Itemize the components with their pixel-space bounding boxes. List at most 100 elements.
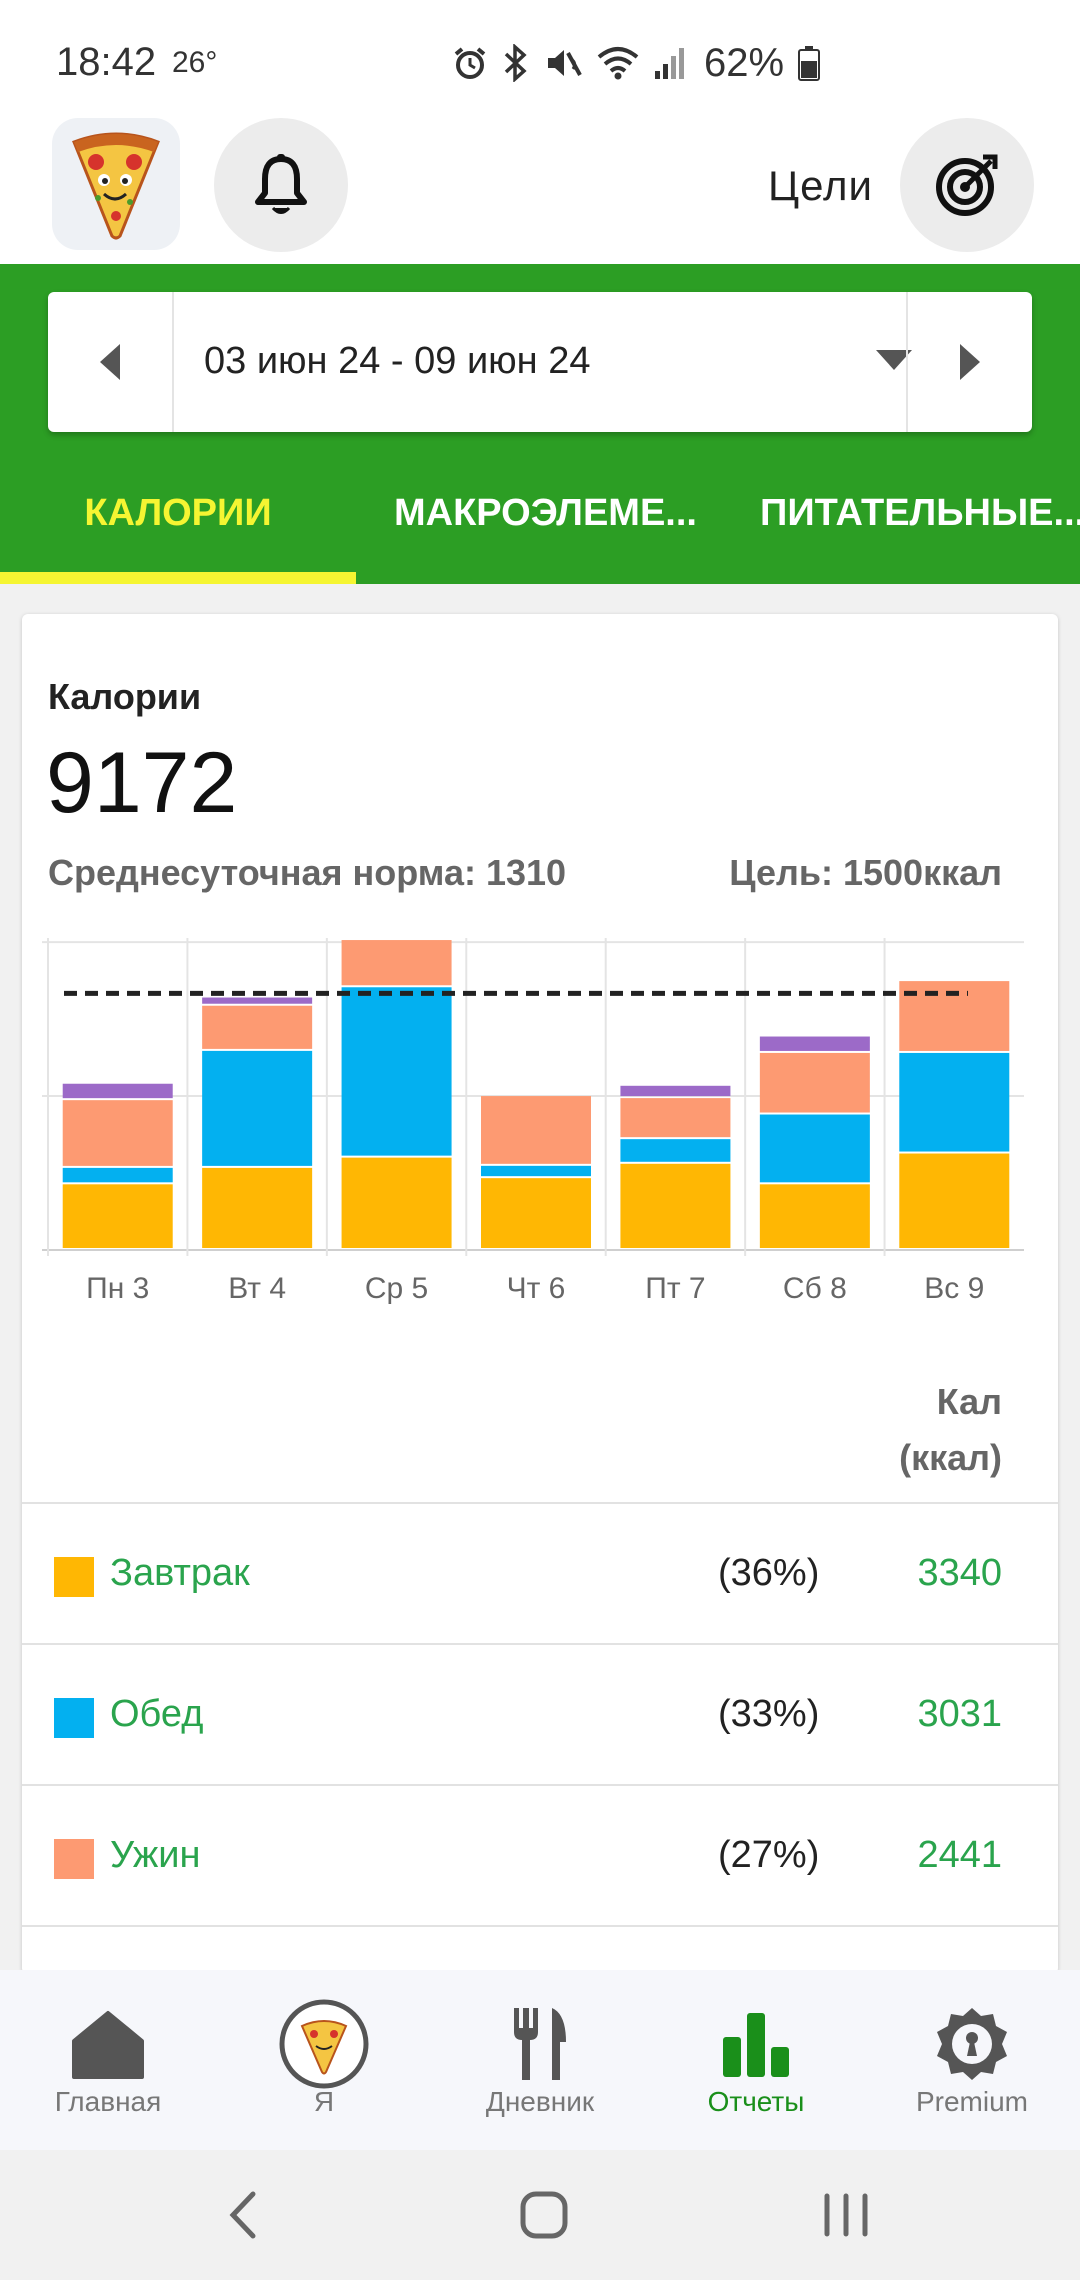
bar-segment bbox=[341, 987, 452, 1156]
date-range-text[interactable]: 03 июн 24 - 09 июн 24 bbox=[204, 340, 591, 382]
mute-icon bbox=[548, 50, 582, 76]
meal-calories: 2441 bbox=[917, 1834, 1002, 1876]
notifications-button[interactable] bbox=[214, 118, 348, 252]
nav-profile[interactable]: Я bbox=[216, 1970, 432, 2150]
wifi-icon bbox=[597, 47, 639, 80]
nav-reports[interactable]: Отчеты bbox=[648, 1970, 864, 2150]
report-tabs: КАЛОРИИ МАКРОЭЛЕМЕ... ПИТАТЕЛЬНЫЕ... bbox=[0, 460, 1080, 584]
bar-segment bbox=[202, 1167, 313, 1248]
status-temperature: 26° bbox=[172, 46, 218, 79]
bell-icon bbox=[255, 154, 307, 214]
profile-avatar-icon bbox=[279, 1999, 369, 2089]
tab-nutrients[interactable]: ПИТАТЕЛЬНЫЕ... bbox=[760, 492, 1080, 534]
x-tick-label: Чт 6 bbox=[507, 1272, 566, 1305]
goals-button[interactable] bbox=[900, 118, 1034, 252]
nav-premium-label: Premium bbox=[915, 2086, 1028, 2117]
bar-segment bbox=[620, 1085, 731, 1097]
lunch-color-swatch bbox=[54, 1698, 94, 1738]
battery-icon bbox=[798, 46, 821, 81]
bar-segment bbox=[759, 1184, 870, 1248]
recents-icon bbox=[824, 2193, 868, 2237]
status-time: 18:42 bbox=[56, 40, 157, 84]
nav-home-label: Главная bbox=[54, 2086, 162, 2117]
table-row-breakfast[interactable]: Завтрак (36%) 3340 bbox=[22, 1502, 1058, 1643]
x-tick-label: Сб 8 bbox=[783, 1272, 847, 1305]
bottom-navigation: Главная Я Дневник bbox=[0, 1970, 1080, 2150]
daily-average: Среднесуточная норма: 1310 bbox=[48, 852, 567, 893]
table-row-lunch[interactable]: Обед (33%) 3031 bbox=[22, 1643, 1058, 1784]
tab-calories-label: КАЛОРИИ bbox=[84, 492, 272, 534]
meal-percent: (33%) bbox=[718, 1693, 820, 1735]
bar-segment bbox=[62, 1184, 173, 1248]
bluetooth-icon bbox=[504, 44, 527, 82]
calories-column-header: Кал (ккал) bbox=[899, 1374, 1002, 1486]
meal-percent: (27%) bbox=[718, 1834, 820, 1876]
pizza-logo-icon[interactable] bbox=[52, 118, 180, 250]
home-system-button[interactable] bbox=[504, 2180, 584, 2250]
bar-segment bbox=[341, 940, 452, 986]
nav-premium[interactable]: Premium bbox=[864, 1970, 1080, 2150]
calorie-goal: Цель: 1500ккал bbox=[729, 852, 1002, 893]
premium-badge-icon bbox=[937, 2008, 1007, 2080]
meal-name: Обед bbox=[110, 1693, 204, 1735]
column-header-line2: (ккал) bbox=[899, 1437, 1002, 1478]
calories-bar-chart: Пн 3 Вт 4 Ср 5 Чт 6 Пт 7 Сб 8 Вс 9 bbox=[42, 938, 1024, 1305]
x-tick-label: Ср 5 bbox=[365, 1272, 428, 1305]
dinner-color-swatch bbox=[54, 1839, 94, 1879]
next-period-button[interactable] bbox=[906, 292, 1032, 432]
battery-percent: 62% bbox=[704, 40, 785, 85]
column-header-line1: Кал bbox=[936, 1381, 1002, 1422]
meal-percent: (36%) bbox=[718, 1552, 820, 1594]
meal-name: Завтрак bbox=[110, 1552, 250, 1594]
bar-segment bbox=[202, 1050, 313, 1166]
bar-segment bbox=[481, 1096, 591, 1164]
alarm-icon bbox=[454, 47, 486, 79]
bar-segment bbox=[62, 1100, 173, 1166]
fork-knife-icon bbox=[514, 2008, 566, 2080]
total-calories: 9172 bbox=[46, 735, 238, 831]
meal-breakdown-table: Завтрак (36%) 3340 Обед (33%) 3031 Ужин … bbox=[22, 1502, 1058, 1974]
status-bar: 18:42 26° 62% bbox=[0, 0, 1080, 118]
tab-calories[interactable]: КАЛОРИИ bbox=[0, 460, 356, 584]
previous-period-button[interactable] bbox=[48, 292, 174, 432]
bar-segment bbox=[620, 1163, 731, 1248]
nav-diary-label: Дневник bbox=[485, 2086, 595, 2117]
bar-segment bbox=[759, 1036, 870, 1051]
bar-segment bbox=[202, 1005, 313, 1049]
recents-button[interactable] bbox=[806, 2180, 886, 2250]
bar-segment bbox=[899, 1052, 1010, 1152]
bar-segment bbox=[341, 1157, 452, 1248]
bar-segment bbox=[481, 1178, 591, 1248]
bar-segment bbox=[62, 1083, 173, 1099]
calories-report-card: Калории 9172 Среднесуточная норма: 1310 … bbox=[22, 614, 1058, 1974]
signal-icon bbox=[655, 48, 684, 79]
tab-macronutrients[interactable]: МАКРОЭЛЕМЕ... bbox=[394, 492, 697, 534]
breakfast-color-swatch bbox=[54, 1557, 94, 1597]
table-row-divider bbox=[22, 1925, 1058, 1974]
goals-label[interactable]: Цели bbox=[768, 162, 874, 209]
table-row-dinner[interactable]: Ужин (27%) 2441 bbox=[22, 1784, 1058, 1925]
app-header: Цели bbox=[0, 118, 1080, 264]
bar-segment bbox=[759, 1114, 870, 1183]
bar-segment bbox=[759, 1052, 870, 1113]
bar-segment bbox=[620, 1098, 731, 1138]
target-icon bbox=[936, 154, 998, 216]
nav-home[interactable]: Главная bbox=[0, 1970, 216, 2150]
system-navigation-bar bbox=[0, 2150, 1080, 2280]
bar-segment bbox=[481, 1165, 591, 1177]
dropdown-arrow-icon[interactable] bbox=[874, 348, 914, 372]
nav-profile-label: Я bbox=[313, 2086, 335, 2117]
bar-chart-icon bbox=[723, 2013, 789, 2077]
meal-calories: 3340 bbox=[917, 1552, 1002, 1594]
chevron-left-icon bbox=[100, 344, 120, 380]
card-title: Калории bbox=[48, 676, 202, 717]
x-tick-label: Пт 7 bbox=[645, 1272, 705, 1305]
tab-active-indicator bbox=[0, 572, 356, 584]
home-icon bbox=[72, 2011, 144, 2079]
period-and-tabs: 03 июн 24 - 09 июн 24 КАЛОРИИ МАКРОЭЛЕМЕ… bbox=[0, 264, 1080, 584]
nav-reports-label: Отчеты bbox=[707, 2086, 805, 2117]
nav-diary[interactable]: Дневник bbox=[432, 1970, 648, 2150]
home-square-icon bbox=[520, 2191, 568, 2239]
x-tick-label: Вт 4 bbox=[228, 1272, 286, 1305]
back-button[interactable] bbox=[202, 2180, 282, 2250]
